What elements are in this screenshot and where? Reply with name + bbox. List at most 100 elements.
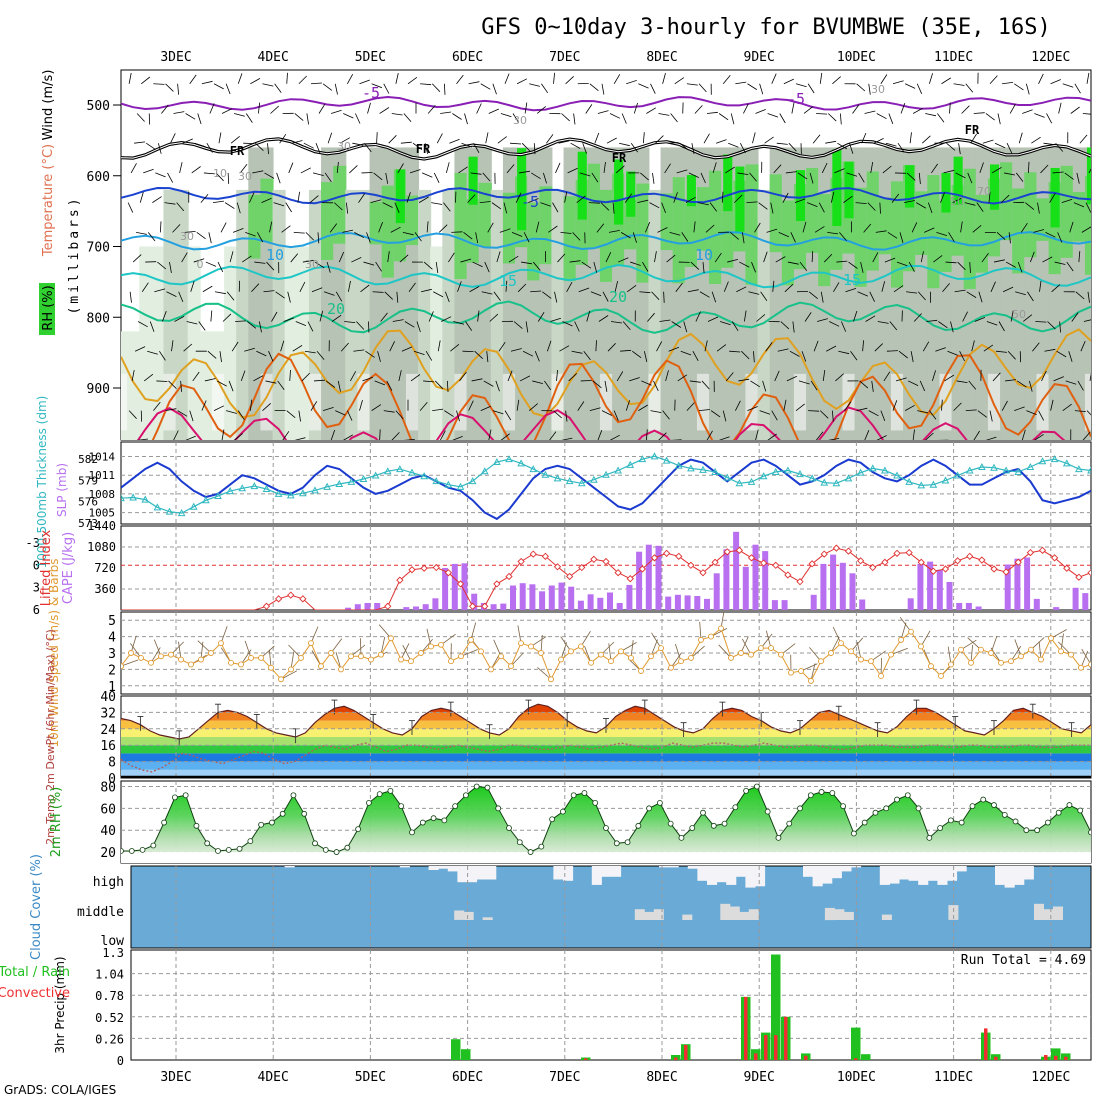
- wind-point: [178, 656, 184, 663]
- wind-barb: [511, 231, 523, 237]
- wind-barb: [640, 172, 649, 181]
- wind-point: [208, 650, 214, 656]
- wind-barb: [334, 83, 338, 95]
- wind-barb: [965, 409, 977, 412]
- wind-barb: [954, 289, 966, 293]
- thickness-point: [759, 472, 768, 480]
- wind-barb: [225, 83, 231, 95]
- wind-barb: [944, 374, 955, 382]
- cloud-cover-bar: [824, 907, 835, 921]
- rh-shade: [321, 182, 335, 260]
- precip-convective-bar: [754, 1053, 758, 1060]
- wind-barb: [656, 341, 663, 352]
- rh-shade: [939, 201, 953, 272]
- wind-barb: [681, 232, 689, 242]
- cape-bar: [636, 551, 643, 610]
- rh-shade: [878, 197, 892, 255]
- wind-barb: [1074, 410, 1086, 412]
- wind-barb: [488, 429, 492, 440]
- wind-barb: [233, 433, 243, 440]
- li-point: [456, 580, 465, 588]
- thickness-point: [408, 468, 416, 476]
- wind-barb: [716, 344, 727, 352]
- wind-barb: [711, 291, 717, 303]
- wind-barb: [579, 172, 591, 177]
- y-tick-label: 500: [87, 99, 110, 114]
- wind-barb: [342, 229, 354, 233]
- wind-barb: [869, 291, 875, 302]
- li-point: [396, 576, 404, 584]
- wind-point: [588, 659, 594, 666]
- wind-barb: [263, 290, 275, 293]
- wind-barb: [892, 80, 904, 85]
- wind-barb: [810, 663, 816, 681]
- cape-tick-label: 720: [94, 561, 116, 575]
- rh-point: [1044, 819, 1051, 826]
- rh-point: [710, 822, 717, 829]
- wind-barb: [852, 104, 860, 114]
- wind-barb: [621, 113, 627, 124]
- wind-barb: [322, 83, 333, 91]
- rh-shade: [905, 165, 915, 208]
- wind-barb: [189, 74, 197, 85]
- cape-bar: [1072, 587, 1079, 610]
- rh-point: [484, 784, 491, 791]
- wind-barb: [510, 348, 522, 352]
- wind-barb: [548, 225, 558, 233]
- wind-barb: [528, 198, 539, 204]
- wind-barb: [576, 195, 586, 203]
- temperature-ylabel: Temperature (°C): [41, 144, 56, 257]
- wind-barb: [964, 202, 976, 206]
- wind-barb: [868, 83, 871, 95]
- rh-point: [775, 834, 782, 841]
- wind-barb: [1058, 102, 1062, 114]
- wind-barb: [718, 644, 732, 659]
- rh-contour-label: 70: [977, 185, 991, 198]
- thickness-point: [238, 484, 247, 492]
- wind-barb: [1009, 103, 1016, 114]
- wind-barb: [323, 291, 335, 296]
- wind-point: [698, 636, 704, 643]
- li-point: [1063, 564, 1071, 572]
- wind-barb: [472, 261, 483, 268]
- rh-shade: [527, 202, 541, 281]
- wind-barb: [876, 435, 887, 440]
- wind-barb: [940, 192, 945, 203]
- precip-convective-bar: [854, 1058, 858, 1060]
- wind-point: [938, 673, 944, 679]
- cloud-row-label: high: [93, 875, 124, 890]
- wind-barb: [444, 410, 454, 417]
- wind-point: [998, 659, 1004, 666]
- wind-barb: [662, 72, 666, 84]
- wind-barb: [1030, 251, 1035, 263]
- wind-barb: [584, 645, 592, 663]
- wind-barb: [340, 342, 349, 352]
- wind-barb: [382, 202, 393, 208]
- wind-barb: [580, 630, 591, 647]
- wind-point: [438, 641, 444, 648]
- li-point: [384, 602, 392, 610]
- wind-barb: [164, 202, 176, 205]
- wind-barb: [420, 83, 432, 86]
- wind-barb: [371, 404, 382, 411]
- wind-barb: [523, 232, 530, 243]
- wind-barb: [1079, 134, 1088, 144]
- wind-barb: [941, 399, 943, 411]
- wind-barb: [304, 350, 316, 354]
- wind-barb: [849, 143, 854, 154]
- wind-barb: [770, 202, 774, 214]
- precip-convective-bar: [764, 1035, 768, 1060]
- wind-barb: [552, 202, 559, 213]
- wind-barb: [172, 224, 181, 233]
- wind-barb: [356, 321, 365, 330]
- temp2m-ylabel: 2m Temp 2m DewPt (6hr Min/Max) (°C): [44, 629, 57, 845]
- li-point: [856, 557, 865, 565]
- wind-barb: [935, 347, 946, 352]
- thickness-point: [990, 463, 998, 471]
- wind-barb: [862, 340, 864, 352]
- wind-barb: [958, 143, 961, 155]
- wind-barb: [555, 162, 561, 174]
- wind-barb: [743, 103, 749, 114]
- precip-convective-bar: [674, 1057, 678, 1060]
